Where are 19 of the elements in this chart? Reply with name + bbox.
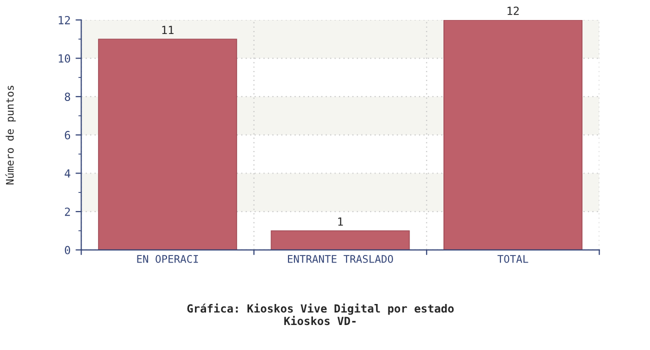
x-tick-label: TOTAL [498, 255, 528, 263]
y-tick-label: 6 [64, 130, 70, 140]
x-tick-label: ENTRANTE TRASLADO [288, 255, 393, 263]
y-tick-label: 2 [64, 208, 70, 216]
y-tick-label: 4 [64, 169, 70, 178]
y-tick-label: 0 [64, 246, 70, 254]
y-axis-title: Número de puntos [5, 86, 16, 184]
text: Gráfica: Kioskos Vive Digital por estado [187, 303, 454, 315]
x-tick-label: EN OPERACI [137, 255, 198, 263]
text: Kioskos VD- [284, 316, 356, 326]
y-tick-label: 8 [64, 92, 70, 102]
bar [98, 38, 238, 250]
y-tick-label: 12 [58, 16, 70, 24]
data-label: 1 [338, 218, 343, 226]
data-label: 11 [162, 26, 174, 34]
bar [270, 230, 410, 250]
y-tick-label: 10 [58, 54, 70, 63]
bar [443, 20, 582, 250]
data-label: 12 [508, 6, 519, 15]
